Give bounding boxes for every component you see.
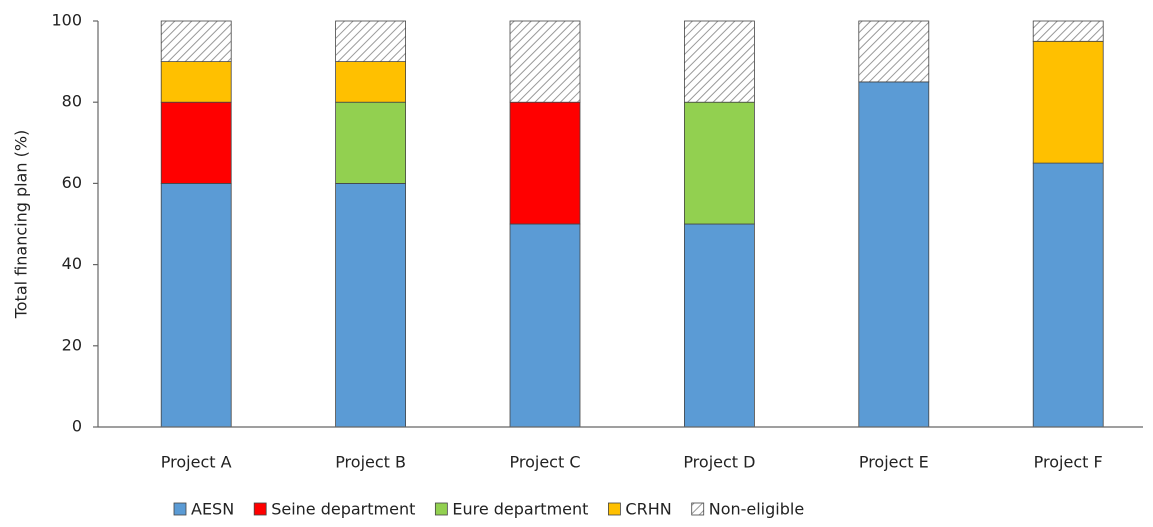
y-tick-label: 100 [51, 11, 82, 30]
legend-swatch [173, 502, 187, 516]
y-tick-label: 20 [62, 335, 82, 354]
bar-segment [160, 20, 232, 62]
bar-segment [509, 223, 581, 428]
legend-swatch [608, 502, 621, 516]
bar-segment [160, 101, 232, 184]
bar-segment [858, 81, 930, 428]
bar-segment [509, 20, 581, 103]
x-tick-label: Project D [683, 453, 755, 472]
x-tick-label: Project A [161, 453, 232, 472]
y-axis-label: Total financing plan (%) [12, 130, 31, 320]
x-tick-label: Project B [335, 453, 406, 472]
legend-swatch [253, 502, 267, 516]
legend-label: AESN [191, 500, 234, 519]
bar-segment [1032, 20, 1104, 42]
bar-segment [684, 223, 755, 428]
bar-segment [1032, 162, 1104, 428]
bar-segment [160, 182, 232, 428]
bar-segment [335, 20, 407, 62]
y-tick-label: 80 [62, 92, 82, 111]
legend-label: Eure department [452, 500, 588, 519]
bar-segment [335, 61, 407, 103]
x-tick-label: Project E [859, 453, 929, 472]
x-tick-label: Project C [510, 453, 581, 472]
bar-segment [335, 182, 407, 428]
bar-segment [684, 20, 755, 103]
bar-segment [160, 61, 232, 103]
bar-segment [1032, 40, 1104, 164]
y-tick-label: 40 [62, 254, 82, 273]
legend-label: Seine department [271, 500, 415, 519]
legend-label: CRHN [625, 500, 671, 519]
legend-swatch [691, 502, 705, 516]
y-tick-label: 60 [62, 173, 82, 192]
bar-segment [335, 101, 407, 184]
bar-segment [509, 101, 581, 225]
x-tick-label: Project F [1034, 453, 1103, 472]
legend-label: Non-eligible [709, 500, 804, 519]
bar-segment [858, 20, 930, 83]
legend-swatch [434, 502, 448, 516]
y-tick-label: 0 [72, 417, 82, 436]
bar-segment [684, 101, 755, 225]
